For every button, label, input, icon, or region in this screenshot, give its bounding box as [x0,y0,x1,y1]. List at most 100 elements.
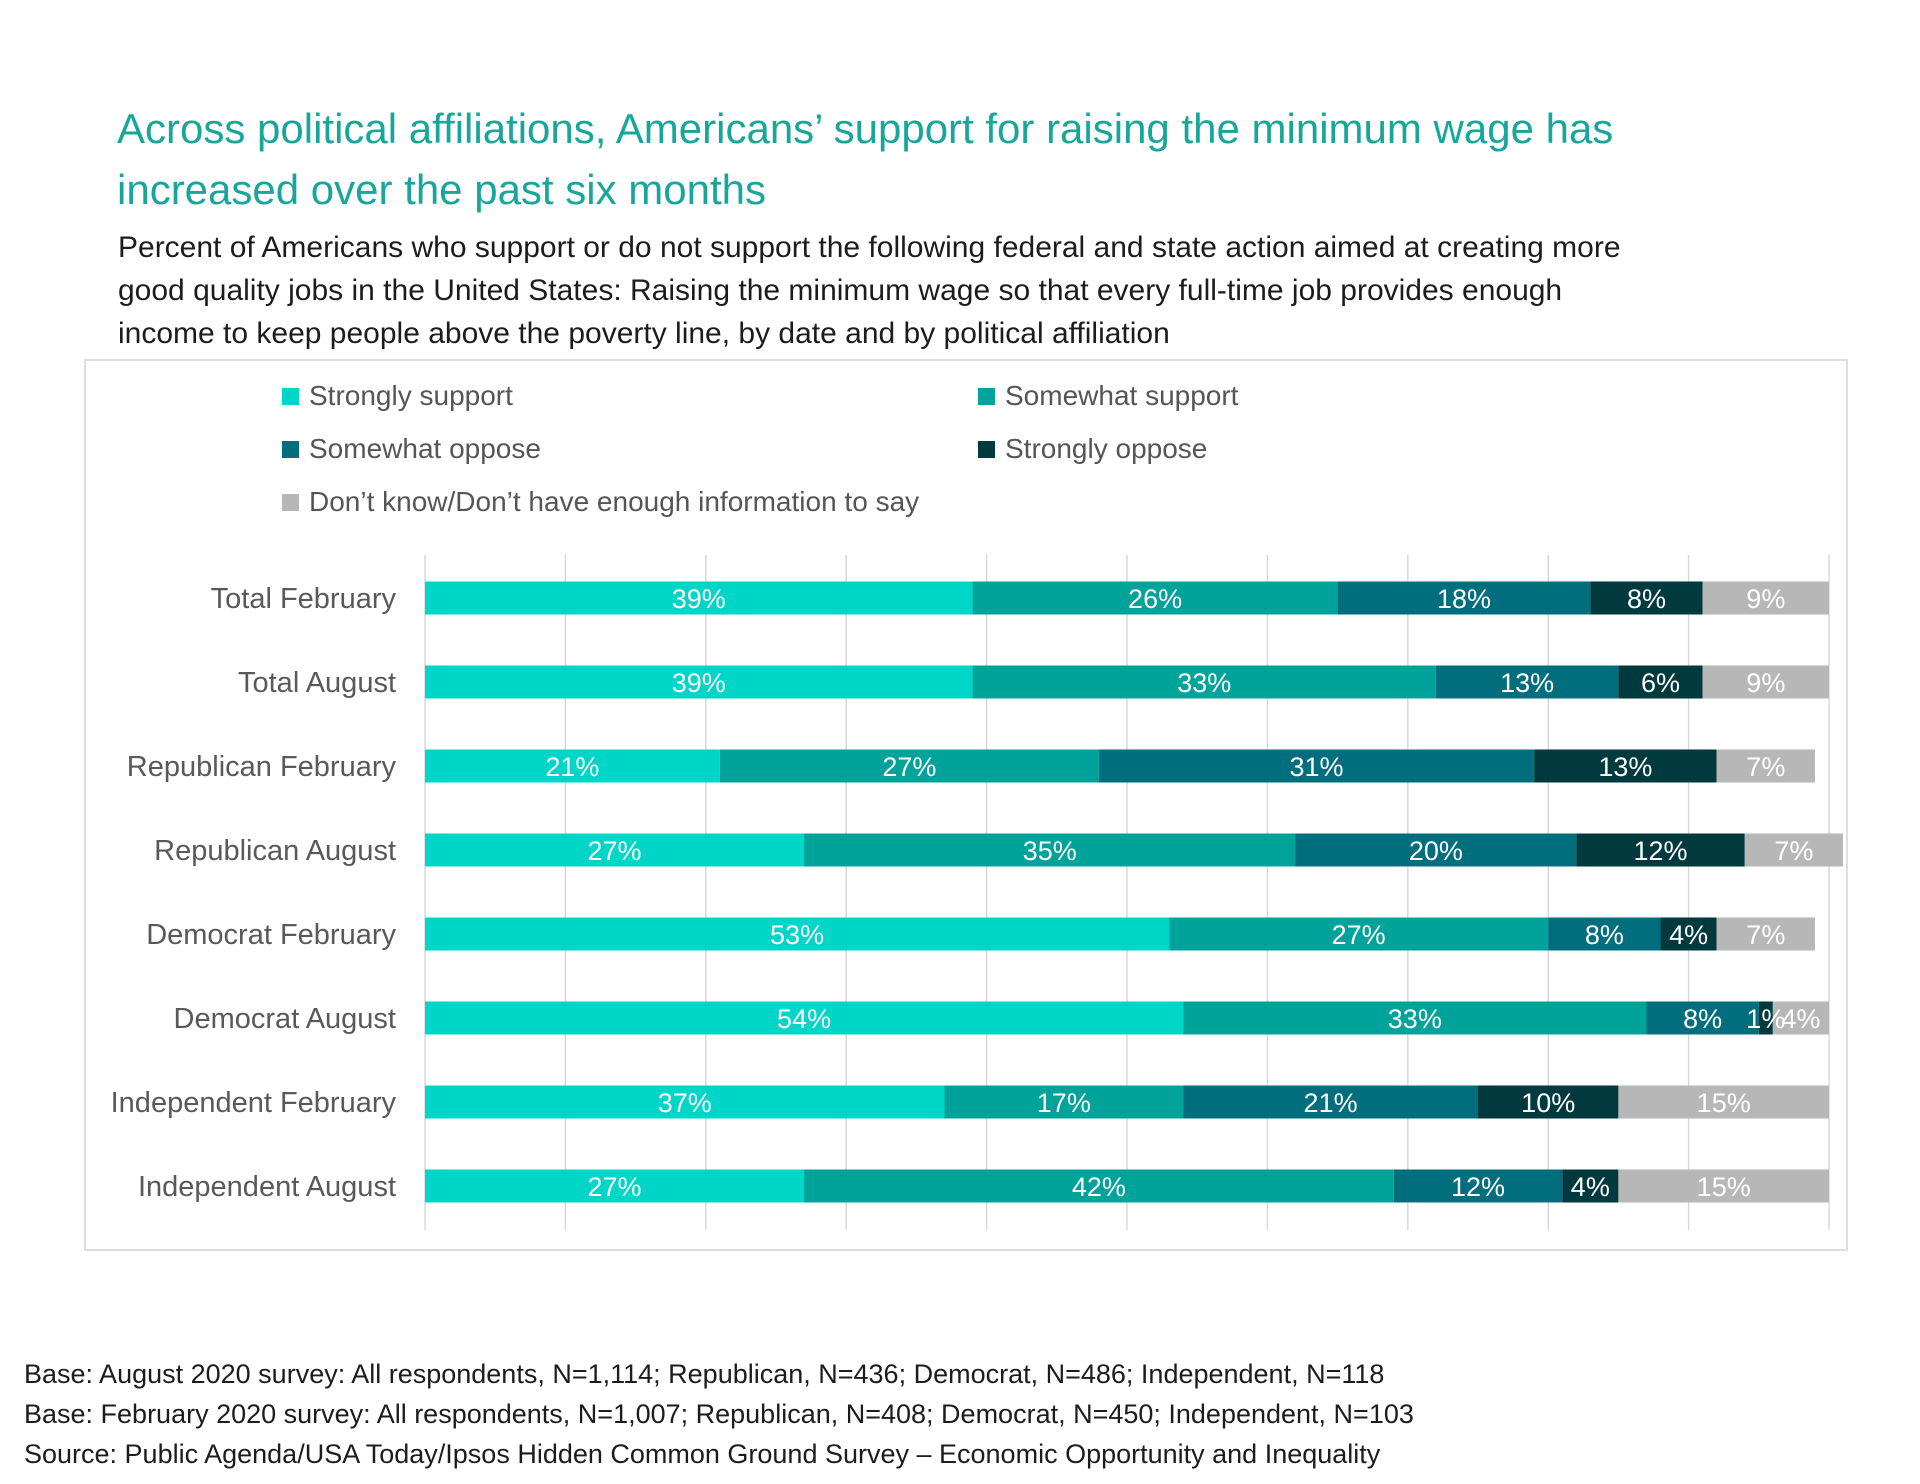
value-label-republican-february-strongly-support: 21% [545,752,599,782]
chart-gridlines [424,555,1830,1230]
value-label-democrat-august-somewhat-support: 33% [1388,1004,1442,1034]
value-label-republican-august-strongly-support: 27% [588,836,642,866]
bar-segment-total-august-somewhat-oppose [1435,665,1619,699]
value-label-democrat-february-don-t-know-don-t-have-enough-information-to-say: 7% [1746,920,1785,950]
legend-item-strongly-oppose: Strongly oppose [978,433,1207,465]
bar-segment-republican-february-strongly-support [425,749,720,783]
value-label-republican-february-don-t-know-don-t-have-enough-information-to-say: 7% [1746,752,1785,782]
chart-title: Across political affiliations, Americans… [117,98,1817,220]
legend-label-dont-know: Don’t know/Don’t have enough information… [309,486,920,517]
category-labels: Total February Total August Republican Feb… [111,583,397,1203]
value-label-total-august-somewhat-support: 33% [1177,668,1231,698]
value-label-republican-august-strongly-oppose: 12% [1633,836,1687,866]
bar-segment-total-february-somewhat-oppose [1337,581,1591,615]
bar-segment-democrat-february-somewhat-oppose [1548,917,1661,951]
value-labels: 39% 26% 18% 8% 9% 39% 33% 13% 6% 9% 21% 27% 31% 13% 7%… [545,584,1820,1202]
chart-subtitle-line-1: Percent of Americans who support or do n… [118,231,1621,264]
bar-segment-democrat-august-don-t-know-don-t-have-enough-information-to-say [1772,1001,1829,1035]
bar-segment-republican-august-somewhat-support [804,833,1296,867]
chart-title-line-2: increased over the past six months [117,166,766,213]
category-label-republican-february: Republican February [127,751,397,783]
value-label-total-february-somewhat-oppose: 18% [1437,584,1491,614]
category-label-independent-august: Independent August [138,1171,396,1203]
value-label-independent-february-strongly-support: 37% [658,1088,712,1118]
value-label-republican-august-somewhat-support: 35% [1023,836,1077,866]
chart-title-line-1: Across political affiliations, Americans… [117,105,1614,152]
bar-segment-independent-august-somewhat-support [804,1169,1394,1203]
legend-swatch-strongly-oppose [978,440,995,458]
value-label-independent-february-strongly-oppose: 10% [1521,1088,1575,1118]
value-label-total-august-strongly-support: 39% [672,668,726,698]
bar-segment-independent-february-don-t-know-don-t-have-enough-information-to-say [1618,1085,1829,1119]
bar-segment-democrat-february-don-t-know-don-t-have-enough-information-to-say [1716,917,1815,951]
value-label-democrat-february-somewhat-support: 27% [1332,920,1386,950]
bar-segment-independent-february-somewhat-support [944,1085,1184,1119]
value-label-democrat-august-don-t-know-don-t-have-enough-information-to-say: 4% [1781,1004,1820,1034]
value-label-democrat-august-strongly-oppose: 1% [1746,1004,1785,1034]
chart-panel [84,359,1848,1251]
legend-item-somewhat-support: Somewhat support [978,380,1238,412]
value-label-independent-february-don-t-know-don-t-have-enough-information-to-say: 15% [1697,1088,1751,1118]
chart-subtitle-line-2: good quality jobs in the United States: … [118,274,1563,307]
bar-segment-total-february-somewhat-support [972,581,1338,615]
bar-segment-republican-august-don-t-know-don-t-have-enough-information-to-say [1744,833,1844,867]
legend-item-dont-know: Don’t know/Don’t have enough information… [282,486,919,518]
bar-segment-independent-august-don-t-know-don-t-have-enough-information-to-say [1618,1169,1829,1203]
legend-label-strongly-support: Strongly support [309,380,513,411]
value-label-independent-february-somewhat-oppose: 21% [1304,1088,1358,1118]
bar-segment-independent-august-strongly-oppose [1562,1169,1619,1203]
bar-segment-democrat-august-somewhat-support [1183,1001,1647,1035]
legend-swatch-strongly-support [282,387,299,405]
bar-segment-independent-august-strongly-support [425,1169,805,1203]
chart-footer: Base: August 2020 survey: All respondent… [24,1354,1414,1474]
category-label-independent-february: Independent February [111,1087,397,1119]
bar-segment-republican-february-strongly-oppose [1534,749,1717,783]
value-label-republican-february-strongly-oppose: 13% [1598,752,1652,782]
bar-segment-republican-february-somewhat-oppose [1098,749,1535,783]
value-label-democrat-august-somewhat-oppose: 8% [1683,1004,1722,1034]
bar-segment-total-august-strongly-oppose [1618,665,1703,699]
value-label-total-february-strongly-support: 39% [672,584,726,614]
value-label-independent-august-strongly-support: 27% [588,1172,642,1202]
bar-segment-democrat-february-strongly-support [425,917,1170,951]
bar-segment-democrat-august-strongly-support [425,1001,1184,1035]
legend-label-strongly-oppose: Strongly oppose [1005,433,1208,464]
legend-item-strongly-support: Strongly support [282,380,513,412]
value-label-republican-february-somewhat-support: 27% [882,752,936,782]
value-label-total-february-strongly-oppose: 8% [1627,584,1666,614]
value-label-republican-august-don-t-know-don-t-have-enough-information-to-say: 7% [1774,836,1813,866]
value-label-democrat-february-somewhat-oppose: 8% [1585,920,1624,950]
value-label-total-february-somewhat-support: 26% [1128,584,1182,614]
value-label-independent-august-somewhat-oppose: 12% [1451,1172,1505,1202]
value-label-independent-august-somewhat-support: 42% [1072,1172,1126,1202]
value-label-democrat-august-strongly-support: 54% [777,1004,831,1034]
bar-segment-republican-february-somewhat-support [719,749,1099,783]
bar-segment-independent-february-strongly-oppose [1478,1085,1619,1119]
bar-segment-democrat-february-strongly-oppose [1660,917,1717,951]
value-label-independent-february-somewhat-support: 17% [1037,1088,1091,1118]
value-label-democrat-february-strongly-support: 53% [770,920,824,950]
bar-segment-total-august-strongly-support [425,665,973,699]
footer-base-february: Base: February 2020 survey: All responde… [24,1399,1414,1429]
legend-label-somewhat-oppose: Somewhat oppose [309,433,541,464]
bar-segment-republican-august-strongly-oppose [1576,833,1745,867]
bar-segment-republican-august-somewhat-oppose [1295,833,1577,867]
legend-swatch-somewhat-support [978,387,995,405]
value-label-total-february-don-t-know-don-t-have-enough-information-to-say: 9% [1746,584,1785,614]
bar-segment-republican-february-don-t-know-don-t-have-enough-information-to-say [1716,749,1815,783]
footer-base-august: Base: August 2020 survey: All respondent… [24,1359,1385,1389]
bar-segment-total-february-strongly-oppose [1590,581,1703,615]
legend-swatch-somewhat-oppose [282,440,299,458]
bar-segment-total-february-strongly-support [425,581,973,615]
category-label-total-august: Total August [238,667,396,699]
value-label-independent-august-don-t-know-don-t-have-enough-information-to-say: 15% [1697,1172,1751,1202]
bar-segment-democrat-february-somewhat-support [1169,917,1549,951]
bar-segment-democrat-august-strongly-oppose [1758,1001,1773,1035]
value-label-independent-august-strongly-oppose: 4% [1571,1172,1610,1202]
bar-segment-total-august-somewhat-support [972,665,1436,699]
legend-label-somewhat-support: Somewhat support [1005,380,1239,411]
bar-segment-independent-august-somewhat-oppose [1393,1169,1563,1203]
legend-swatch-dont-know [282,493,299,511]
value-label-total-august-don-t-know-don-t-have-enough-information-to-say: 9% [1746,668,1785,698]
